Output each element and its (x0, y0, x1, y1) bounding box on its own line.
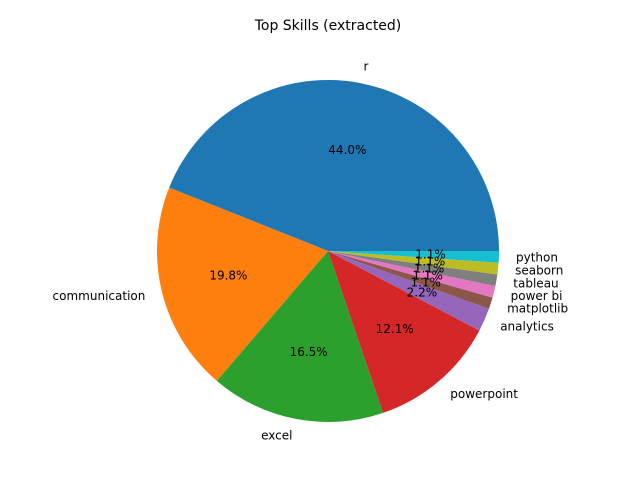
pie-slice-r (169, 79, 499, 251)
pie-slice-python (328, 251, 499, 263)
slice-label-power-bi: power bi (511, 289, 563, 303)
percent-labels-layer: 44.0%19.8%16.5%12.1%2.2%1.1%1.1%1.1%1.1%… (209, 143, 445, 359)
slice-label-powerpoint: powerpoint (450, 387, 518, 401)
slice-percent-matplotlib: 1.1% (410, 275, 441, 289)
slice-percent-seaborn: 1.1% (415, 255, 446, 269)
pie-slice-power-bi (328, 251, 496, 298)
slice-label-python: python (516, 250, 558, 264)
pie-slice-analytics (328, 251, 489, 331)
pie-slice-tableau (328, 251, 498, 287)
slices-layer (156, 79, 499, 423)
slice-label-analytics: analytics (500, 320, 554, 334)
slice-percent-analytics: 2.2% (407, 285, 438, 299)
slice-label-matplotlib: matplotlib (507, 302, 568, 316)
pie-slice-powerpoint (328, 251, 480, 413)
pie-slice-seaborn (328, 251, 499, 275)
slice-percent-excel: 16.5% (290, 345, 328, 359)
slice-label-communication: communication (53, 289, 146, 303)
slice-percent-r: 44.0% (328, 143, 366, 157)
slice-label-seaborn: seaborn (515, 263, 563, 277)
pie-slice-communication (156, 187, 328, 381)
pie-slice-excel (216, 251, 384, 423)
slice-percent-communication: 19.8% (209, 269, 247, 283)
slice-label-r: r (364, 59, 369, 73)
slice-percent-python: 1.1% (415, 248, 446, 262)
slice-label-tableau: tableau (513, 276, 558, 290)
pie-slice-matplotlib (328, 251, 493, 309)
slice-percent-power-bi: 1.1% (412, 269, 443, 283)
labels-layer: r communication excel powerpoint analytics ma… (53, 59, 569, 442)
chart-title: Top Skills (extracted) (254, 18, 402, 34)
slice-label-excel: excel (261, 429, 292, 443)
slice-percent-tableau: 1.1% (414, 262, 445, 276)
slice-percent-powerpoint: 12.1% (376, 322, 414, 336)
